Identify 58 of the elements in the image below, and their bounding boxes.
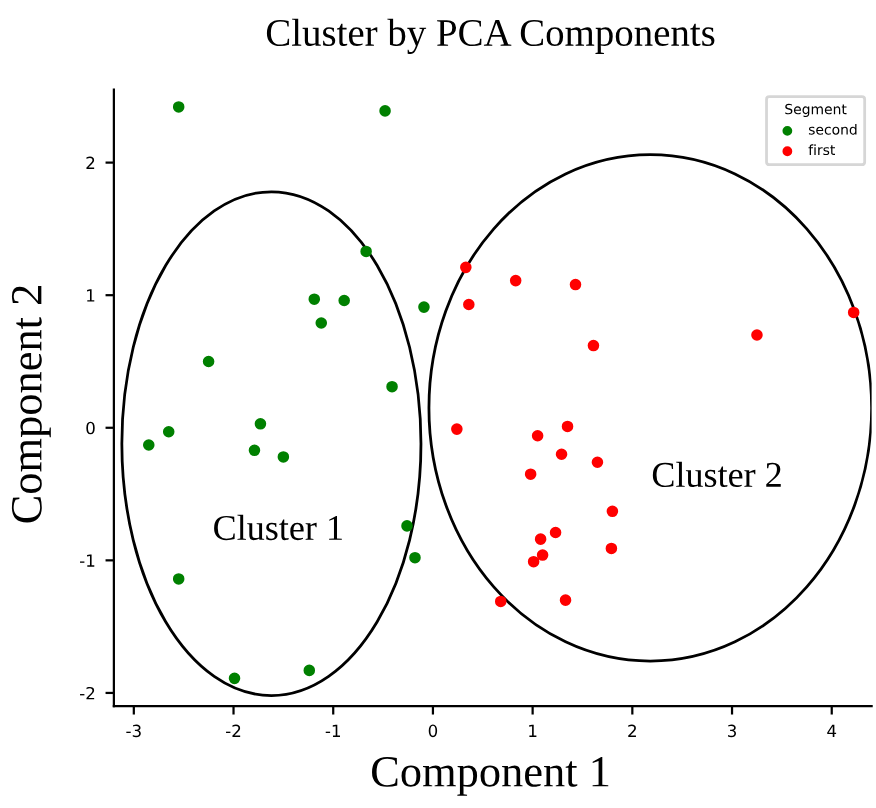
point	[606, 505, 619, 518]
x-tick-label: 4	[827, 724, 837, 737]
point	[751, 329, 763, 341]
point	[409, 551, 421, 564]
point	[228, 672, 241, 685]
point	[605, 542, 618, 555]
x-tick-label: 2	[628, 724, 636, 737]
point	[202, 355, 215, 368]
point	[591, 456, 604, 469]
point	[418, 301, 430, 313]
x-tick-label: 3	[728, 724, 736, 738]
y-axis-title: Component 2	[11, 286, 51, 523]
point	[360, 245, 372, 258]
point	[303, 664, 316, 677]
point	[527, 555, 540, 568]
point	[142, 439, 155, 451]
point	[401, 520, 413, 532]
point	[524, 468, 537, 480]
point	[531, 429, 544, 442]
point	[509, 274, 522, 287]
x-tick-label: -3	[126, 724, 141, 738]
point	[162, 425, 175, 438]
point	[587, 339, 600, 352]
point	[494, 595, 507, 608]
point	[308, 293, 321, 305]
chart-title: Cluster by PCA Components	[266, 18, 715, 55]
point	[277, 451, 290, 463]
y-tick-label: 1	[87, 289, 95, 302]
x-tick-label: -2	[226, 724, 241, 737]
point	[460, 261, 472, 274]
point	[534, 533, 547, 545]
point	[559, 594, 572, 606]
point	[386, 380, 398, 393]
point	[549, 526, 562, 539]
point	[847, 306, 860, 319]
x-tick-label: -1	[325, 724, 340, 737]
point	[379, 105, 391, 117]
point	[463, 298, 475, 311]
x-tick-label: 1	[529, 724, 537, 737]
x-tick-label: 0	[428, 724, 438, 738]
point	[248, 444, 261, 457]
y-tick-label: -1	[80, 554, 95, 567]
annotation: Cluster 2	[652, 461, 781, 488]
annotation: Cluster 1	[214, 514, 342, 541]
point	[451, 423, 463, 435]
x-axis-title: Component 1	[372, 756, 609, 796]
y-tick-label: 2	[86, 156, 95, 169]
point	[561, 420, 574, 433]
point	[569, 278, 582, 291]
y-tick-label: 0	[86, 421, 95, 435]
point	[254, 418, 267, 430]
point	[555, 448, 568, 461]
point	[338, 294, 350, 307]
point	[536, 549, 549, 561]
point	[172, 573, 185, 585]
y-tick-label: -2	[80, 686, 95, 700]
point	[172, 101, 185, 113]
point	[315, 317, 328, 329]
